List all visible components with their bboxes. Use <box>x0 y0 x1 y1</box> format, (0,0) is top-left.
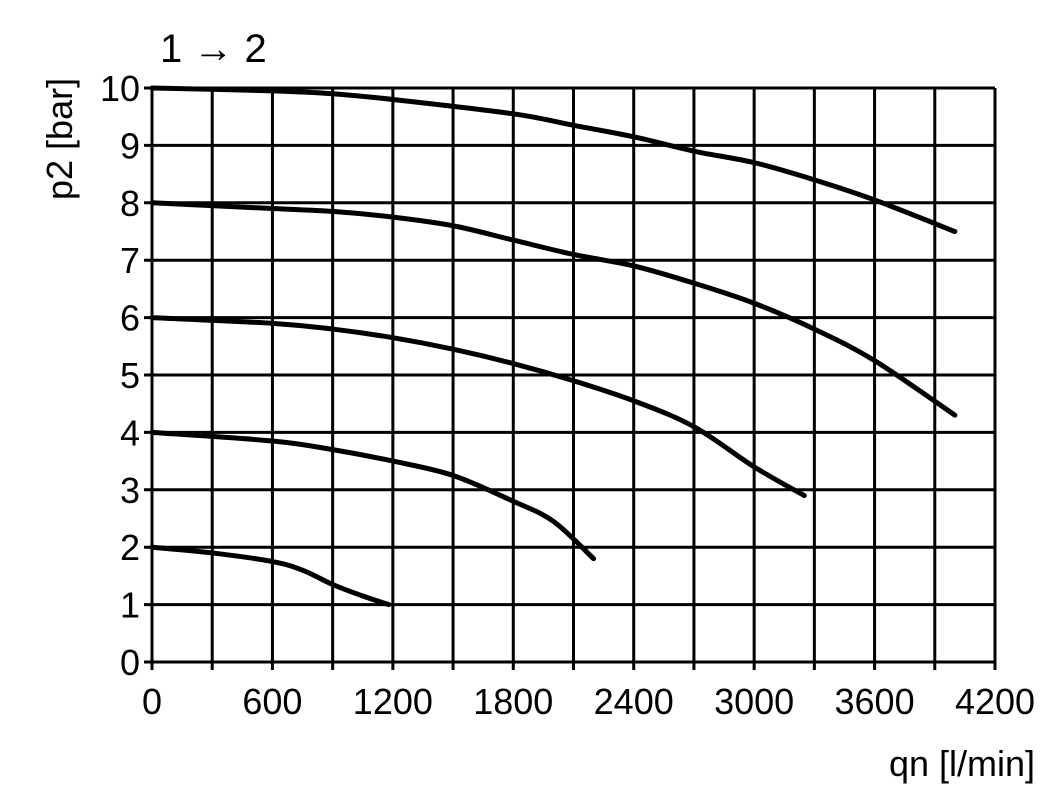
x-tick-label: 3600 <box>835 681 915 722</box>
y-tick-label: 10 <box>100 68 140 109</box>
y-tick-label: 7 <box>120 240 140 281</box>
y-tick-label: 2 <box>120 527 140 568</box>
x-tick-label: 0 <box>142 681 162 722</box>
x-tick-label: 4200 <box>955 681 1035 722</box>
series-line-5 <box>149 544 392 608</box>
x-axis-label: qn [l/min] <box>889 743 1035 784</box>
y-tick-label: 9 <box>120 125 140 166</box>
series-line-1 <box>149 85 958 234</box>
chart-title: 1 → 2 <box>160 27 267 71</box>
series-line-2 <box>149 200 958 418</box>
x-tick-label: 600 <box>242 681 302 722</box>
series-lines <box>149 85 958 608</box>
x-tick-label: 1800 <box>473 681 553 722</box>
series-line-3 <box>149 315 807 499</box>
y-axis-label: p2 [bar] <box>39 78 80 200</box>
y-tick-label: 0 <box>120 642 140 683</box>
y-tick-label: 6 <box>120 298 140 339</box>
x-tick-label: 2400 <box>594 681 674 722</box>
x-tick-label: 3000 <box>714 681 794 722</box>
tick-labels: 0 600 1200 1800 2400 3000 3600 4200 0 1 2 3 4 5 6 7 8 9 10 <box>100 68 1035 722</box>
y-tick-label: 1 <box>120 585 140 626</box>
x-tick-label: 1200 <box>353 681 433 722</box>
series-line-4 <box>149 429 597 562</box>
y-tick-label: 4 <box>120 412 140 453</box>
grid <box>144 86 997 670</box>
y-tick-label: 8 <box>120 183 140 224</box>
y-tick-label: 3 <box>120 470 140 511</box>
y-tick-label: 5 <box>120 355 140 396</box>
